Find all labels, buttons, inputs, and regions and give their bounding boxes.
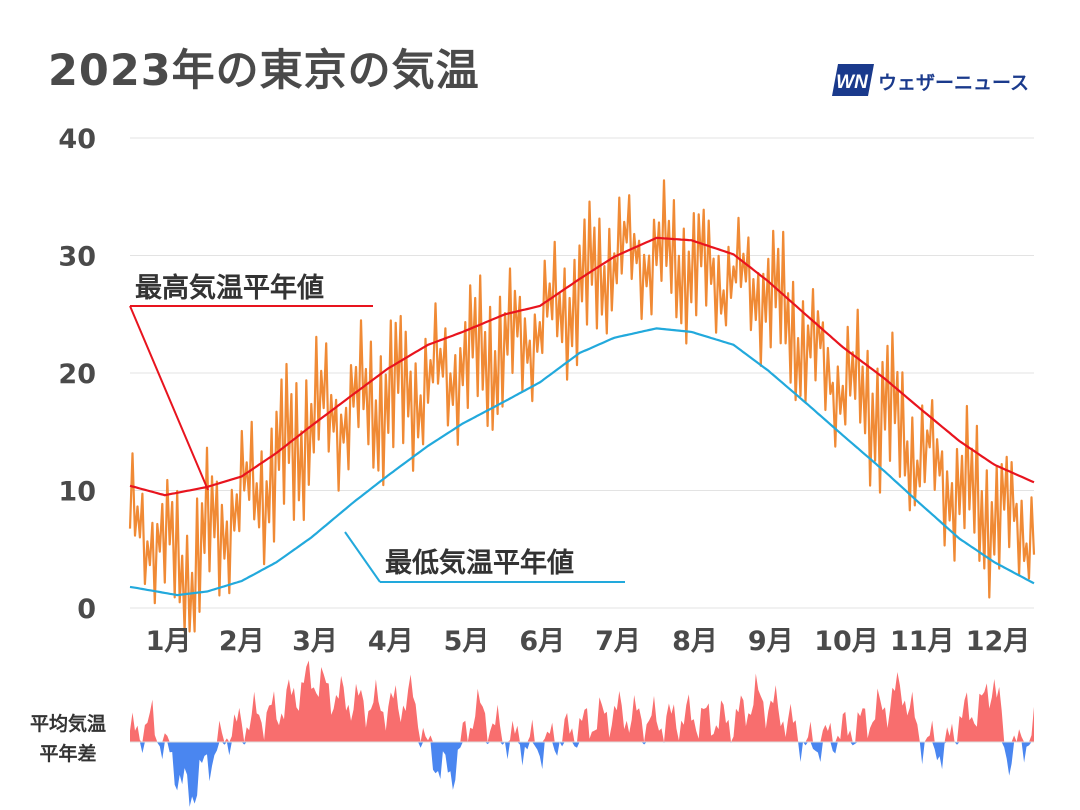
anomaly-label-line2: 平年差 — [39, 742, 96, 765]
normal-lines — [129, 236, 1035, 597]
x-tick-labels: 1月 2月 3月 4月 5月 6月 7月 8月 9月 10月 11月 12月 — [146, 626, 1031, 657]
x-tick-label: 3月 — [292, 626, 338, 657]
x-tick-label: 5月 — [444, 626, 490, 657]
x-tick-label: 11月 — [890, 626, 955, 657]
x-tick-label: 4月 — [368, 626, 414, 657]
grid-lines — [130, 137, 1034, 609]
logo-mark-text: WN — [836, 72, 869, 93]
y-tick-labels: 0 10 20 30 40 — [58, 124, 96, 625]
chart-title: 2023年の東京の気温 — [48, 46, 480, 96]
max-normal-leader — [129, 305, 209, 491]
y-tick-label: 30 — [58, 242, 96, 273]
y-tick-label: 40 — [58, 124, 96, 155]
x-tick-label: 7月 — [595, 626, 641, 657]
y-tick-label: 10 — [58, 477, 96, 508]
brand-name: ウェザーニュース — [878, 72, 1030, 94]
y-tick-label: 0 — [77, 594, 96, 625]
max-normal-line — [129, 236, 1035, 497]
anomaly-positive-area — [130, 660, 1034, 742]
min-normal-line — [129, 327, 1035, 597]
weathernews-logo: WN ウェザーニュース — [832, 64, 1032, 100]
min-normal-leader — [344, 531, 381, 583]
x-tick-label: 6月 — [519, 626, 565, 657]
anomaly-label-line1: 平均気温 — [30, 712, 106, 735]
min-normal-label: 最低気温平年値 — [385, 547, 574, 579]
max-normal-label: 最高気温平年値 — [135, 272, 324, 304]
x-tick-label: 8月 — [672, 626, 718, 657]
x-tick-label: 12月 — [966, 626, 1031, 657]
wn-logo-icon: WN — [832, 64, 874, 96]
x-tick-label: 10月 — [814, 626, 879, 657]
x-tick-label: 9月 — [748, 626, 794, 657]
daily-temperature-band — [128, 179, 1036, 633]
y-tick-label: 20 — [58, 359, 96, 390]
x-tick-label: 1月 — [146, 626, 192, 657]
anomaly-negative-area — [130, 742, 1034, 807]
daily-temperature-line — [128, 179, 1036, 633]
x-tick-label: 2月 — [219, 626, 265, 657]
